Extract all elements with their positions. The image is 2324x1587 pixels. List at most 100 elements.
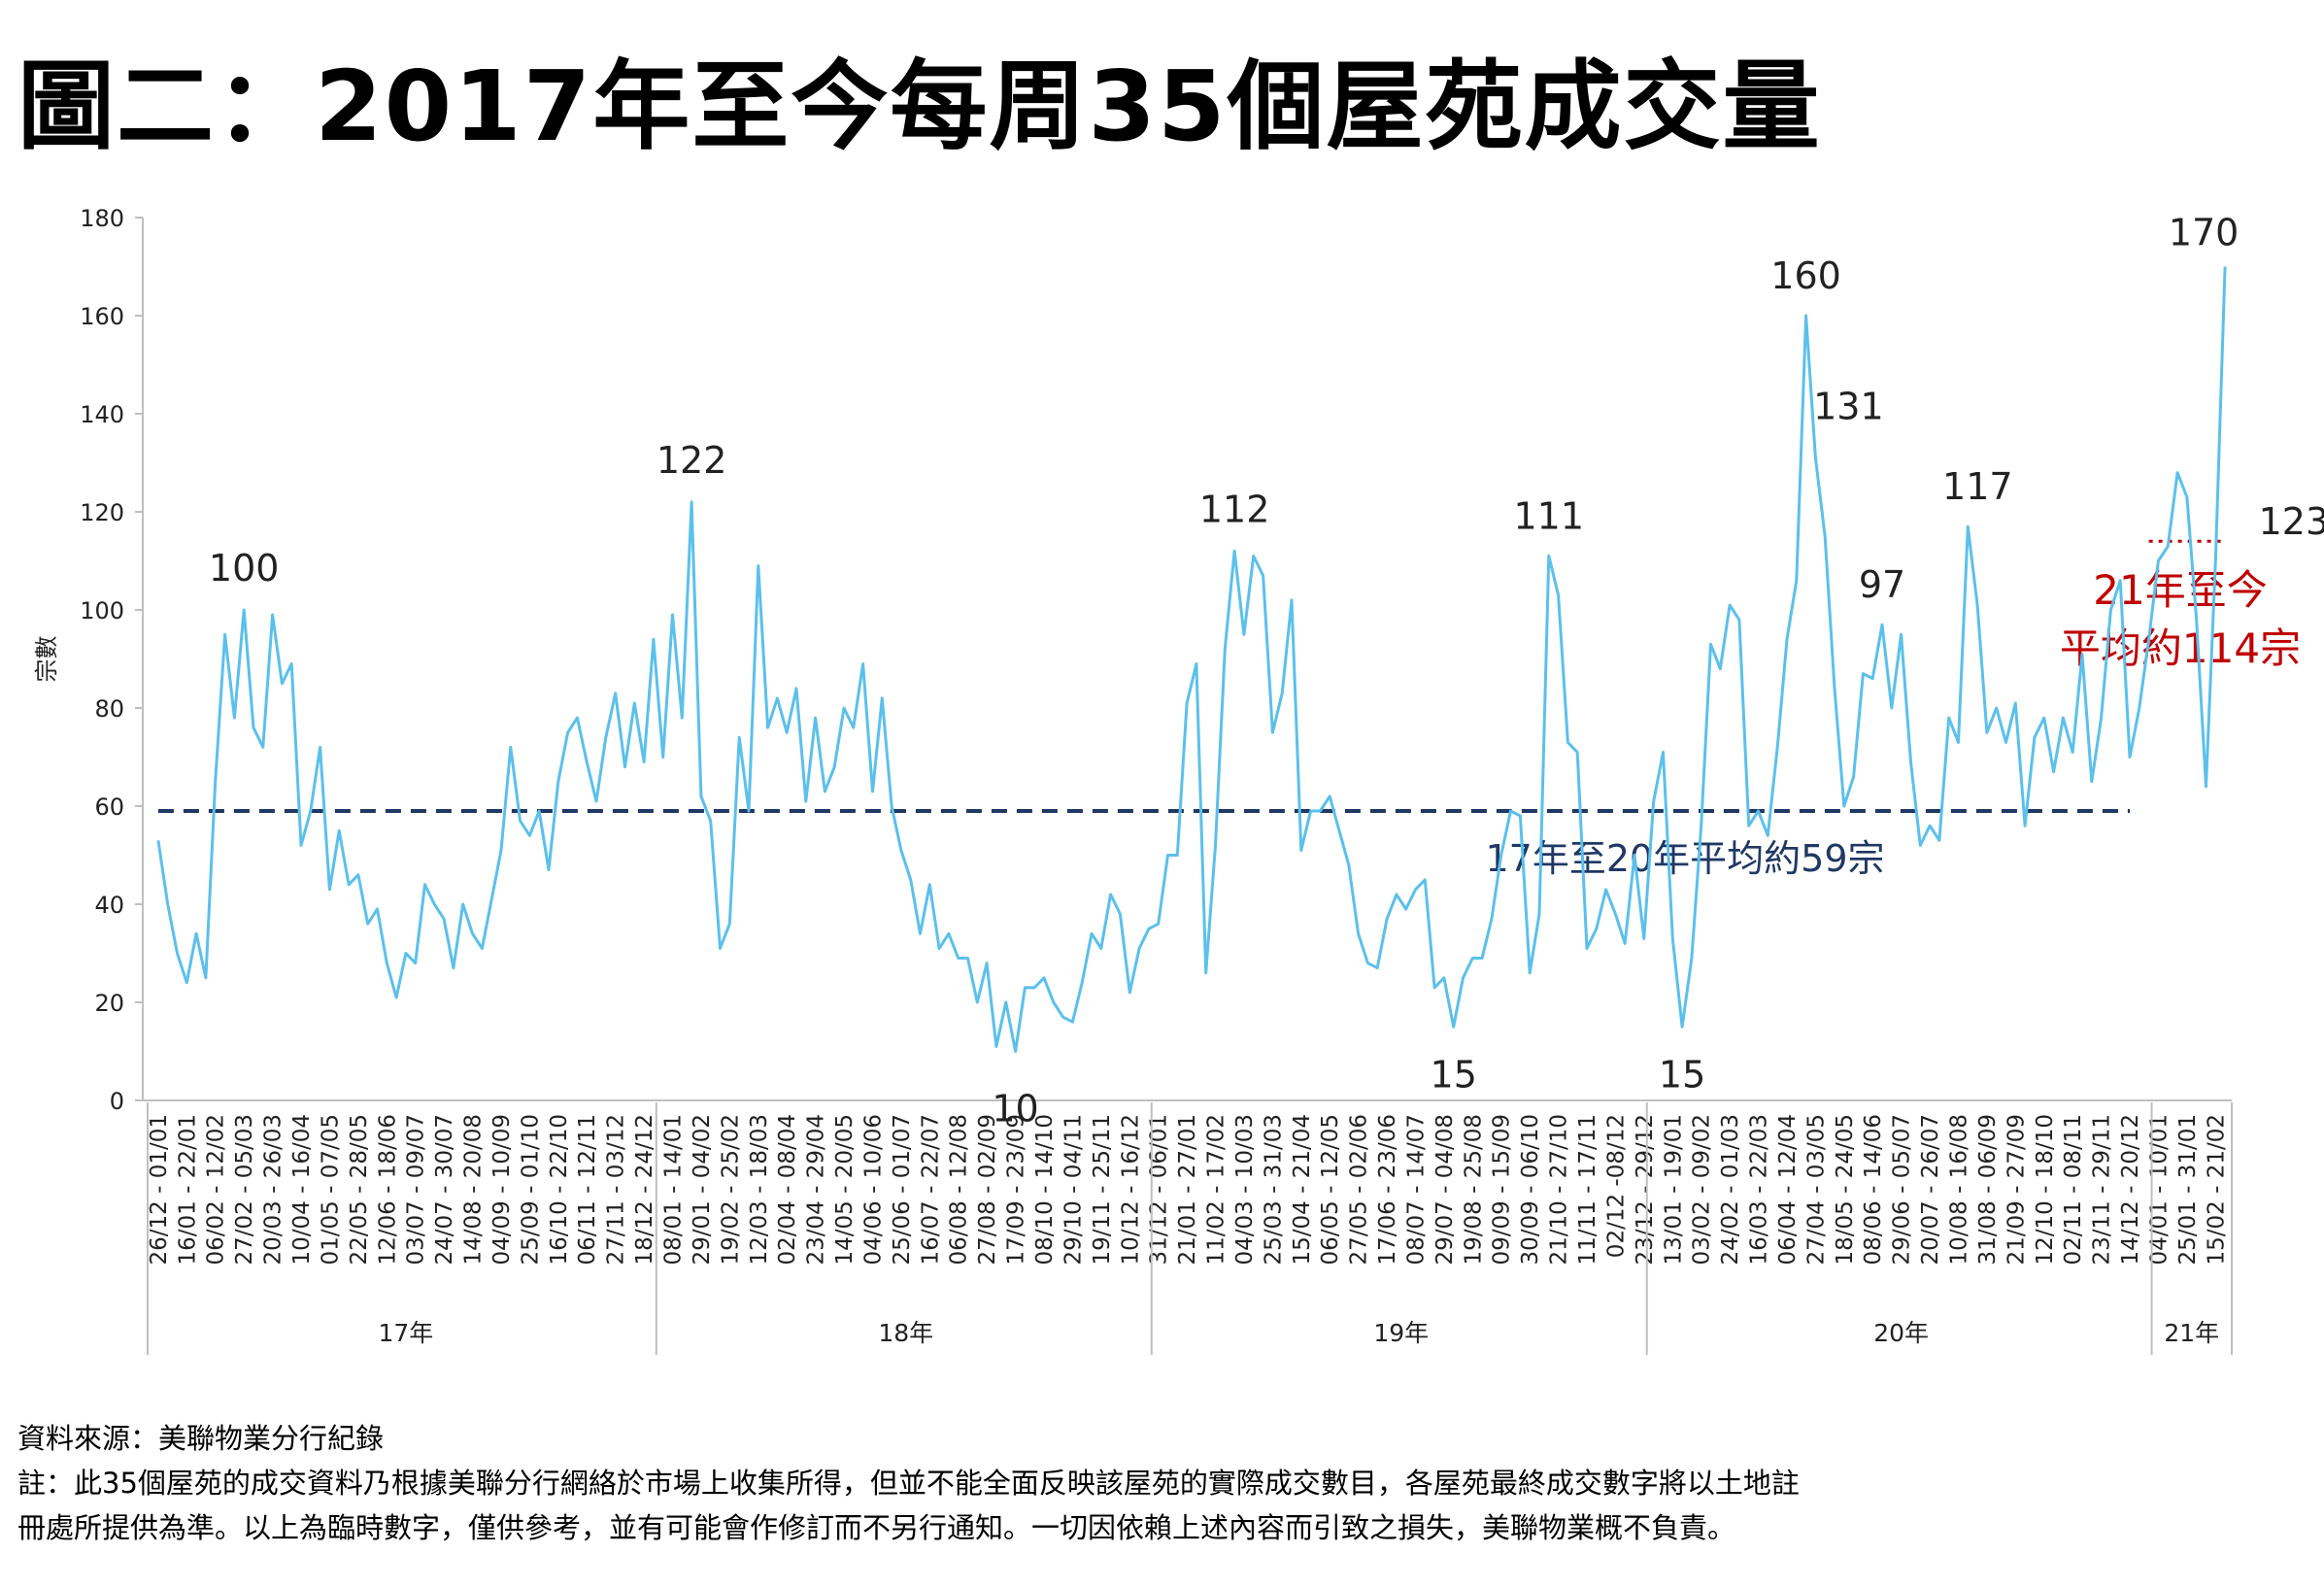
x-tick-label: 16/10 - 22/10	[547, 1114, 572, 1266]
x-tick-label: 03/02 - 09/02	[1690, 1114, 1715, 1266]
x-tick-label: 01/05 - 07/05	[318, 1114, 343, 1266]
x-tick-label: 02/11 - 08/11	[2061, 1114, 2086, 1266]
x-tick-label: 24/07 - 30/07	[432, 1114, 457, 1266]
x-tick-label: 14/12 - 20/12	[2118, 1114, 2143, 1266]
x-tick-label: 15/02 - 21/02	[2204, 1114, 2229, 1266]
x-tick-label: 19/08 - 25/08	[1461, 1114, 1486, 1266]
x-tick-label: 08/06 - 14/06	[1861, 1114, 1886, 1266]
x-tick-label: 27/04 - 03/05	[1803, 1114, 1829, 1266]
x-tick-label: 24/02 - 01/03	[1718, 1114, 1743, 1266]
data-label: 111	[1514, 494, 1585, 537]
x-tick-label: 29/10 - 04/11	[1061, 1114, 1086, 1266]
year-label: 21年	[2164, 1319, 2219, 1347]
data-label: 10	[992, 1088, 1038, 1131]
x-tick-label: 21/10 - 27/10	[1547, 1114, 1572, 1266]
x-tick-label: 22/05 - 28/05	[347, 1114, 372, 1266]
x-tick-label: 17/09 - 23/09	[1004, 1114, 1029, 1266]
data-label: 97	[1859, 563, 1905, 606]
x-tick-label: 31/08 - 06/09	[1975, 1114, 2001, 1266]
data-label: 117	[1942, 465, 2013, 508]
x-tick-label: 03/07 - 09/07	[404, 1114, 429, 1266]
data-label: 160	[1770, 254, 1841, 297]
x-tick-label: 17/06 - 23/06	[1375, 1114, 1400, 1266]
x-tick-label: 25/03 - 31/03	[1261, 1114, 1286, 1266]
x-tick-label: 12/06 - 18/06	[375, 1114, 400, 1266]
series-group	[156, 266, 2227, 1053]
year-label: 19年	[1373, 1319, 1429, 1347]
x-tick-label: 13/01 - 19/01	[1661, 1114, 1686, 1266]
x-tick-label: 19/02 - 25/02	[718, 1114, 743, 1266]
x-tick-label: 26/12 - 01/01	[147, 1114, 172, 1266]
y-tick-label: 60	[94, 794, 124, 821]
x-tick-label: 06/11 - 12/11	[575, 1114, 600, 1266]
data-label: 112	[1199, 488, 1270, 530]
disclaimer-line-1: 註：此35個屋苑的成交資料乃根據美聯分行網絡於市場上收集所得，但並不能全面反映該…	[17, 1467, 1800, 1500]
chart-axes: 0 20 40 60 80 100 120 140 160 180 宗數	[33, 205, 2232, 1115]
x-tick-label: 21/01 - 27/01	[1175, 1114, 1200, 1266]
average-2021-label-line1: 21年至今	[2093, 566, 2267, 614]
y-tick-label: 40	[94, 892, 124, 919]
x-tick-label: 06/02 - 12/02	[204, 1114, 229, 1266]
y-tick-label: 180	[80, 205, 124, 232]
x-tick-label: 06/04 - 12/04	[1775, 1114, 1801, 1266]
data-labels: 100 122 10 112 15 111 15 160 131 97 117 170 123	[209, 212, 2324, 1131]
x-tick-label: 18/12 - 24/12	[632, 1114, 657, 1266]
x-tick-label: 11/11 - 17/11	[1575, 1114, 1600, 1266]
data-label: 15	[1431, 1053, 1477, 1096]
x-tick-label: 25/01 - 31/01	[2175, 1114, 2201, 1266]
x-tick-label: 23/11 - 29/11	[2090, 1114, 2115, 1266]
x-tick-label: 04/09 - 10/09	[489, 1114, 515, 1266]
data-label: 170	[2169, 212, 2240, 254]
x-tick-label: 09/09 - 15/09	[1490, 1114, 1515, 1266]
x-tick-label: 30/09 - 06/10	[1518, 1114, 1543, 1266]
x-tick-label: 11/02 - 17/02	[1204, 1114, 1229, 1266]
x-tick-label: 20/07 - 26/07	[1918, 1114, 1943, 1266]
x-tick-label: 27/08 - 02/09	[975, 1114, 1000, 1266]
x-tick-label: 16/01 - 22/01	[175, 1114, 200, 1266]
x-tick-label: 10/04 - 16/04	[289, 1114, 315, 1266]
disclaimer-line-2: 冊處所提供為準。以上為臨時數字，僅供參考，並有可能會作修訂而不另行通知。一切因依…	[17, 1511, 1736, 1544]
x-tick-label: 06/08 - 12/08	[947, 1114, 972, 1266]
y-tick-label: 120	[80, 499, 124, 526]
x-tick-label: 31/12 - 06/01	[1147, 1114, 1172, 1266]
x-tick-label: 19/11 - 25/11	[1090, 1114, 1115, 1266]
x-tick-label: 14/05 - 20/05	[832, 1114, 858, 1266]
y-axis-title: 宗數	[33, 636, 60, 683]
x-tick-label: 29/06 - 05/07	[1890, 1114, 1915, 1266]
year-label: 20年	[1873, 1319, 1929, 1347]
x-tick-label: 27/05 - 02/06	[1347, 1114, 1372, 1266]
year-group-labels: 17年 18年 19年 20年 21年	[147, 1102, 2233, 1355]
data-label: 15	[1659, 1053, 1705, 1096]
y-tick-label: 140	[80, 401, 124, 428]
x-tick-label: 27/11 - 03/12	[604, 1114, 629, 1266]
x-tick-label: 25/06 - 01/07	[890, 1114, 915, 1266]
average-2017-2020-label: 17年至20年平均約59宗	[1485, 837, 1884, 880]
chart-footer: 資料來源：美聯物業分行紀錄 註：此35個屋苑的成交資料乃根據美聯分行網絡於市場上…	[17, 1416, 2290, 1550]
data-label: 100	[209, 547, 280, 590]
x-tick-label: 25/09 - 01/10	[518, 1114, 543, 1266]
y-tick-label: 100	[80, 597, 124, 625]
x-tick-label: 23/12 - 29/12	[1633, 1114, 1658, 1266]
weekly-transactions-chart: 0 20 40 60 80 100 120 140 160 180 宗數 17年至20年平均約59宗…	[33, 205, 2324, 1355]
page-title: 圖二：2017年至今每周35個屋苑成交量	[17, 50, 1822, 163]
x-tick-label: 02/12 -08/12	[1603, 1114, 1629, 1258]
x-tick-label: 16/03 - 22/03	[1747, 1114, 1772, 1266]
year-label: 18年	[878, 1319, 933, 1347]
x-tick-label: 12/10 - 18/10	[2033, 1114, 2058, 1266]
y-tick-label: 20	[94, 990, 124, 1017]
x-tick-label: 10/12 - 16/12	[1118, 1114, 1143, 1266]
x-tick-label: 08/07 - 14/07	[1404, 1114, 1430, 1266]
x-tick-label: 18/05 - 24/05	[1833, 1114, 1858, 1266]
x-tick-label: 12/03 - 18/03	[747, 1114, 772, 1266]
y-tick-label: 0	[110, 1088, 124, 1115]
x-tick-label: 29/01 - 04/02	[690, 1114, 715, 1266]
year-label: 17年	[378, 1319, 433, 1347]
x-tick-label: 10/08 - 16/08	[1947, 1114, 1972, 1266]
x-tick-label: 04/03 - 10/03	[1232, 1114, 1258, 1266]
x-tick-label: 29/07 - 04/08	[1432, 1114, 1458, 1266]
x-tick-labels: 26/12 - 01/01 16/01 - 22/01 06/02 - 12/02 2…	[147, 1114, 2229, 1266]
y-tick-label: 160	[80, 303, 124, 330]
x-tick-label: 08/10 - 14/10	[1032, 1114, 1058, 1266]
y-tick-label: 80	[94, 695, 124, 723]
